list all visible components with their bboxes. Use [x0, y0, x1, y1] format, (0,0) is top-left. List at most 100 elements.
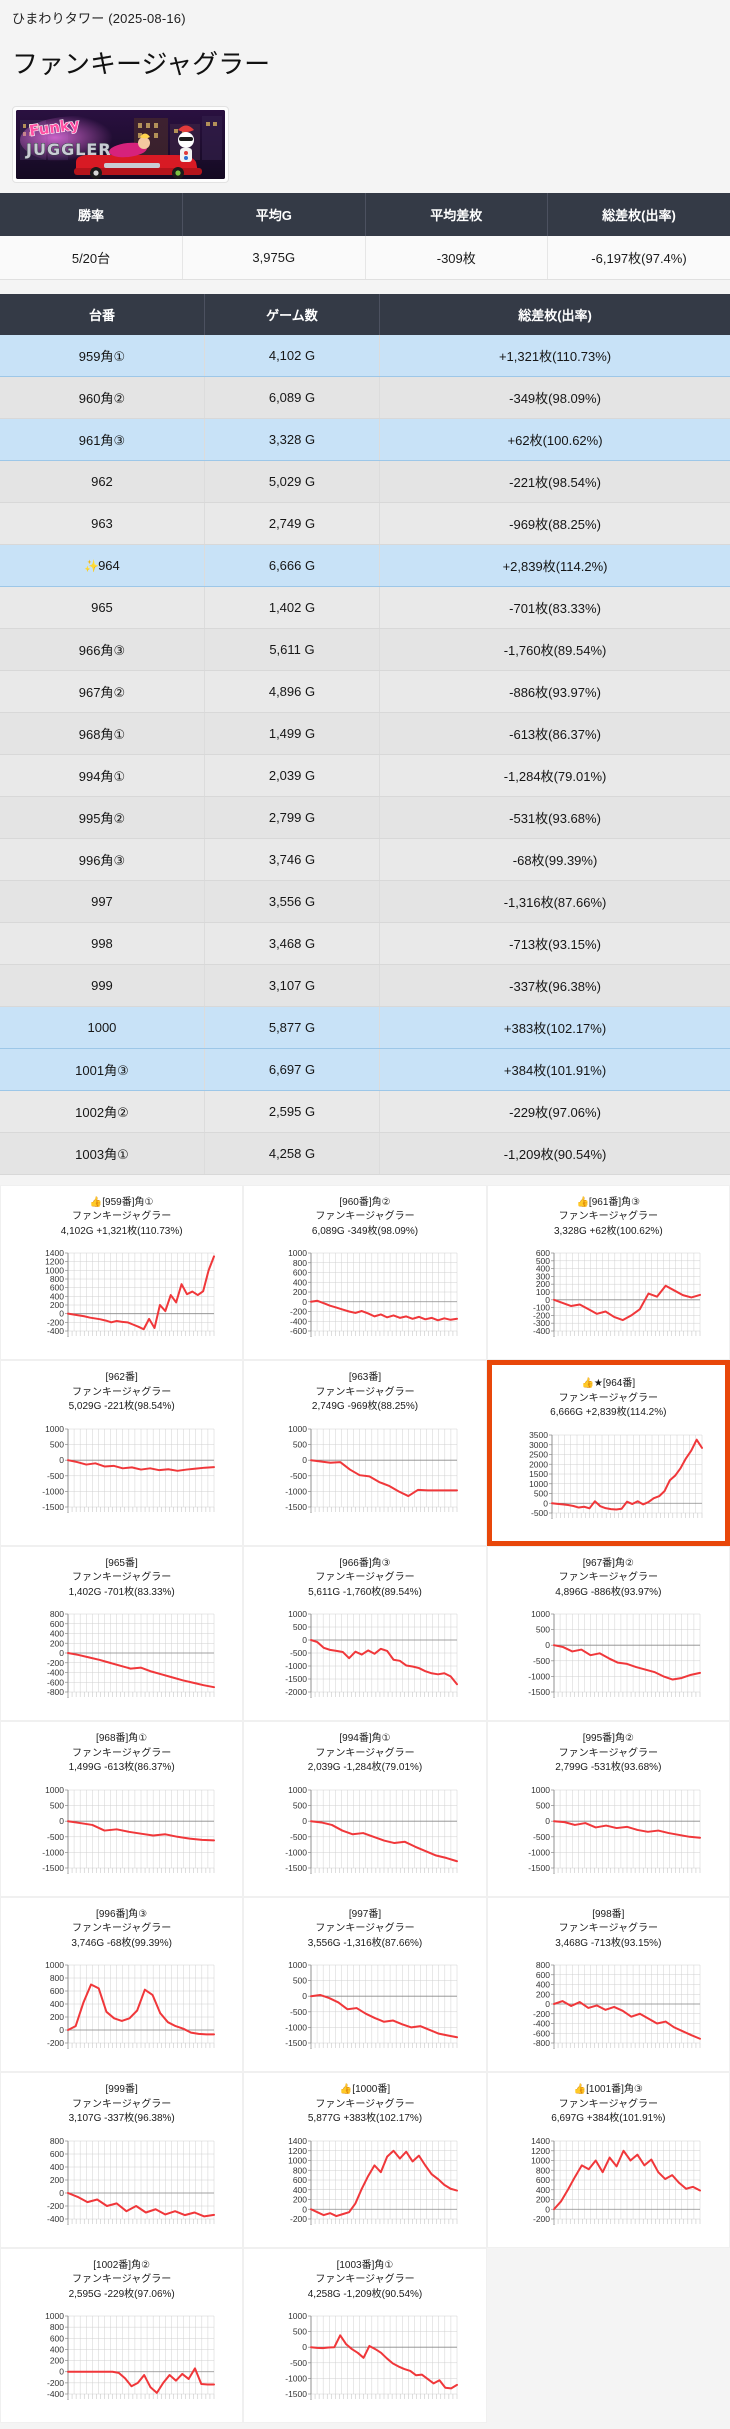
chart-card-subtitle: ファンキージャグラー [61, 1210, 183, 1225]
machine-games-cell: 5,029 G [204, 460, 379, 502]
machine-games-cell: 1,499 G [204, 712, 379, 754]
svg-text:400: 400 [293, 2184, 307, 2194]
machine-games-cell: 3,107 G [204, 964, 379, 1006]
svg-text:0: 0 [59, 2367, 64, 2377]
machine-diff-cell: -713枚(93.15%) [380, 922, 730, 964]
machine-number-cell: 961角③ [0, 418, 204, 460]
svg-text:-2000: -2000 [285, 1687, 307, 1697]
machine-games-cell: 6,697 G [204, 1048, 379, 1090]
chart-card-stats: 4,896G -886枚(93.97%) [555, 1586, 661, 1601]
svg-text:800: 800 [49, 2136, 63, 2146]
chart-card-machine-line: [996番]角③ [71, 1908, 172, 1923]
svg-text:-200: -200 [533, 2009, 550, 2019]
svg-text:-1500: -1500 [285, 1674, 307, 1684]
machine-banner[interactable]: Funky JUGGLER [12, 106, 229, 183]
svg-text:-1000: -1000 [529, 1672, 551, 1682]
svg-text:1400: 1400 [531, 2136, 550, 2146]
svg-text:600: 600 [293, 1268, 307, 1278]
svg-text:0: 0 [546, 1999, 551, 2009]
summary-table: 勝率 平均G 平均差枚 総差枚(出率) 5/20台 3,975G -309枚 -… [0, 193, 730, 280]
svg-text:200: 200 [49, 2175, 63, 2185]
machine-games-cell: 4,896 G [204, 670, 379, 712]
svg-text:-400: -400 [47, 1668, 64, 1678]
svg-text:500: 500 [293, 1976, 307, 1986]
chart-card-machine-line: [967番]角② [555, 1557, 661, 1572]
svg-text:-200: -200 [47, 2378, 64, 2388]
chart-card-subtitle: ファンキージャグラー [308, 1922, 423, 1937]
chart-card-subtitle: ファンキージャグラー [69, 1386, 175, 1401]
chart-card-subtitle: ファンキージャグラー [555, 1922, 661, 1937]
chart-card-stats: 2,749G -969枚(88.25%) [312, 1400, 418, 1415]
svg-text:1200: 1200 [45, 1257, 64, 1267]
chart-card-machine-line: 👍[959番]角① [61, 1196, 183, 1211]
svg-text:800: 800 [293, 2165, 307, 2175]
machine-number-cell: 965 [0, 586, 204, 628]
svg-text:3500: 3500 [529, 1430, 548, 1440]
chart-card-stats: 3,107G -337枚(96.38%) [69, 2112, 175, 2127]
svg-text:-500: -500 [531, 1508, 548, 1518]
svg-text:1200: 1200 [288, 2145, 307, 2155]
svg-text:-600: -600 [533, 2028, 550, 2038]
svg-text:800: 800 [49, 2322, 63, 2332]
machine-number-cell: 963 [0, 502, 204, 544]
chart-card-stats: 4,102G +1,321枚(110.73%) [61, 1225, 183, 1240]
chart-card-subtitle: ファンキージャグラー [308, 2098, 422, 2113]
svg-text:200: 200 [536, 1989, 550, 1999]
machine-games-cell: 6,666 G [204, 544, 379, 586]
svg-text:1000: 1000 [45, 1424, 64, 1434]
sparkle-icon: ✨ [84, 559, 98, 573]
chart-card-stats: 6,666G +2,839枚(114.2%) [550, 1406, 666, 1421]
svg-text:-500: -500 [290, 1648, 307, 1658]
svg-text:500: 500 [49, 1800, 63, 1810]
chart-card-machine-line: [999番] [69, 2083, 175, 2098]
chart-card-stats: 6,697G +384枚(101.91%) [551, 2112, 665, 2127]
machine-number-cell: 999 [0, 964, 204, 1006]
svg-text:1000: 1000 [288, 1609, 307, 1619]
chart-card-stats: 1,499G -613枚(86.37%) [69, 1761, 175, 1776]
svg-text:-200: -200 [290, 1307, 307, 1317]
machine-games-cell: 2,595 G [204, 1090, 379, 1132]
svg-text:-400: -400 [47, 2214, 64, 2224]
